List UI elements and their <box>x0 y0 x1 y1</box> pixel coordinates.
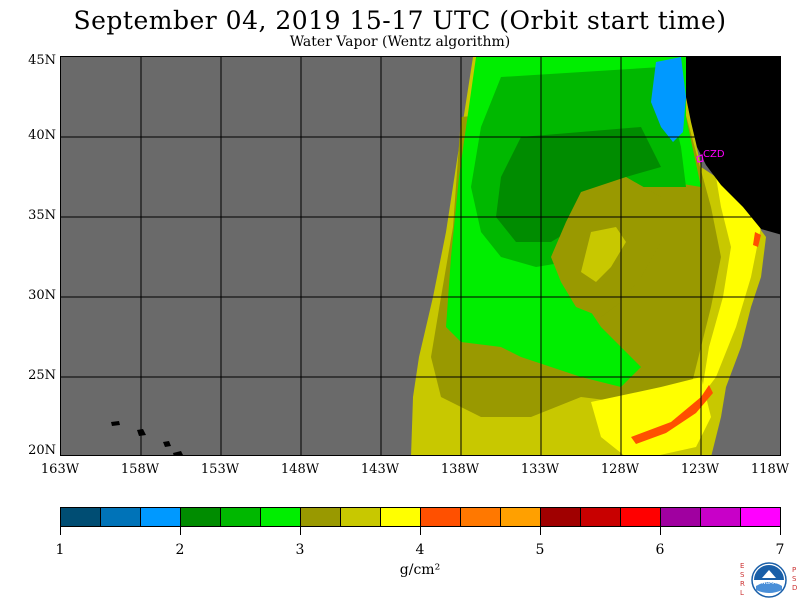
colorbar-swatch-18 <box>741 508 780 526</box>
colorbar-swatch-9 <box>381 508 421 526</box>
logo-bird <box>762 570 776 578</box>
colorbar-swatch-15 <box>621 508 661 526</box>
colorbar-swatch-10 <box>421 508 461 526</box>
map-title: September 04, 2019 15-17 UTC (Orbit star… <box>73 6 727 35</box>
lon-label-138w: 138W <box>440 462 480 477</box>
swath-dark-green <box>496 127 661 242</box>
colorbar-swatch-8 <box>341 508 381 526</box>
swath-yellow-plume <box>581 227 626 282</box>
lon-label-148w: 148W <box>280 462 320 477</box>
colorbar-swatch-6 <box>261 508 301 526</box>
colorbar-label-6: 6 <box>655 542 665 558</box>
colorbar-units: g/cm² <box>399 562 441 578</box>
lon-label-163w: 163W <box>40 462 80 477</box>
water-vapor-map: CZD <box>60 56 781 456</box>
lat-label-30n: 30N <box>28 288 56 303</box>
swath-orange-streak <box>631 385 713 444</box>
land-hawaii-4 <box>173 451 183 455</box>
colorbar-tick-3 <box>300 527 301 535</box>
colorbar-tick-5 <box>540 527 541 535</box>
map-subtitle: Water Vapor (Wentz algorithm) <box>289 34 511 50</box>
lat-label-45n: 45N <box>28 53 56 68</box>
colorbar-tick-7 <box>780 527 781 535</box>
colorbar-swatch-13 <box>541 508 581 526</box>
lon-label-158w: 158W <box>120 462 160 477</box>
logo-noaa-text: NOAA <box>762 580 777 586</box>
colorbar-swatch-7 <box>301 508 341 526</box>
land-hawaii-1 <box>111 421 120 426</box>
colorbar-swatch-2 <box>101 508 141 526</box>
logo-wave <box>756 582 782 593</box>
map-canvas: CZD <box>61 57 780 455</box>
colorbar-label-7: 7 <box>775 542 785 558</box>
colorbar-tick-4 <box>420 527 421 535</box>
colorbar-label-5: 5 <box>535 542 545 558</box>
colorbar-label-1: 1 <box>55 542 65 558</box>
colorbar-swatch-14 <box>581 508 621 526</box>
swath-yellow-coast <box>701 177 761 397</box>
colorbar-swatch-3 <box>141 508 181 526</box>
colorbar-swatch-17 <box>701 508 741 526</box>
lon-label-133w: 133W <box>520 462 560 477</box>
station-label-czd: CZD <box>703 149 725 160</box>
colorbar-label-3: 3 <box>295 542 305 558</box>
lat-label-20n: 20N <box>28 443 56 458</box>
land-hawaii-3 <box>163 441 171 447</box>
lon-label-123w: 123W <box>680 462 720 477</box>
station-marker-czd <box>696 154 704 163</box>
colorbar-swatch-16 <box>661 508 701 526</box>
colorbar <box>60 507 781 527</box>
lon-label-153w: 153W <box>200 462 240 477</box>
lon-label-118w: 118W <box>750 462 790 477</box>
map-grid <box>61 57 780 455</box>
lon-label-128w: 128W <box>600 462 640 477</box>
colorbar-swatch-5 <box>221 508 261 526</box>
colorbar-swatch-4 <box>181 508 221 526</box>
colorbar-label-2: 2 <box>175 542 185 558</box>
colorbar-swatch-12 <box>501 508 541 526</box>
land-north-america <box>686 57 780 235</box>
colorbar-tick-1 <box>60 527 61 535</box>
colorbar-tick-6 <box>660 527 661 535</box>
colorbar-swatch-1 <box>61 508 101 526</box>
lat-label-40n: 40N <box>28 128 56 143</box>
swath-blue-region <box>651 57 686 142</box>
lat-label-35n: 35N <box>28 208 56 223</box>
lat-label-25n: 25N <box>28 368 56 383</box>
lon-label-143w: 143W <box>360 462 400 477</box>
colorbar-tick-2 <box>180 527 181 535</box>
swath-orange-coast <box>753 232 761 247</box>
colorbar-label-4: 4 <box>415 542 425 558</box>
colorbar-swatch-11 <box>461 508 501 526</box>
